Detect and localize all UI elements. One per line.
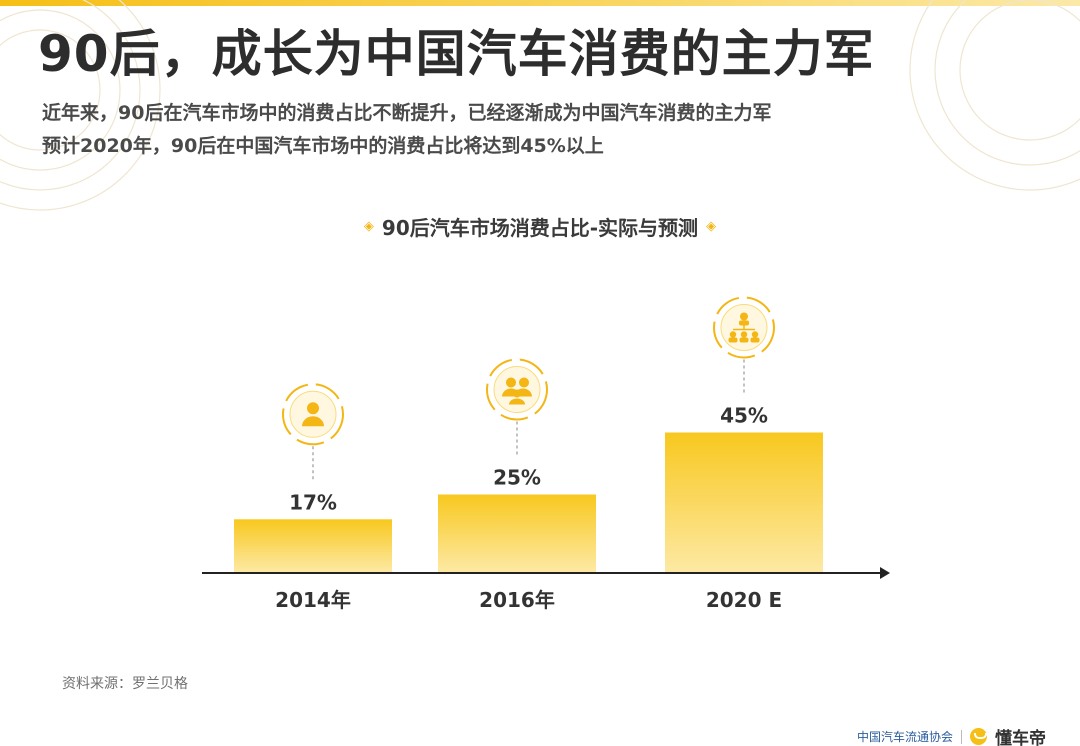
network-icon xyxy=(713,296,775,359)
x-tick-label-0: 2014年 xyxy=(275,588,351,612)
footer-logos: 中国汽车流通协会 懂车帝 xyxy=(857,727,1046,746)
bar-value-label-1: 25% xyxy=(493,466,541,490)
source-note: 资料来源：罗兰贝格 xyxy=(62,676,188,692)
page-title: 90后，成长为中国汽车消费的主力军 xyxy=(38,25,875,83)
chart-title-row: ◈ 90后汽车市场消费占比-实际与预测 ◈ xyxy=(0,210,1080,242)
brand-logo-text: 懂车帝 xyxy=(995,729,1046,746)
bar-value-label-0: 17% xyxy=(289,490,337,514)
chart-title: 90后汽车市场消费占比-实际与预测 xyxy=(381,215,699,240)
bar-1 xyxy=(438,494,596,572)
diamond-right-icon: ◈ xyxy=(706,218,717,234)
bar-2 xyxy=(665,432,823,572)
x-tick-label-1: 2016年 xyxy=(479,588,555,612)
group-icon xyxy=(486,358,548,421)
subtitle-line-1: 近年来，90后在汽车市场中的消费占比不断提升，已经逐渐成为中国汽车消费的主力军 xyxy=(42,102,772,124)
bar-0 xyxy=(234,519,392,572)
association-logo-text: 中国汽车流通协会 xyxy=(856,730,953,744)
top-accent-stripe xyxy=(0,0,1080,6)
x-tick-label-2: 2020 E xyxy=(706,588,782,612)
x-axis-arrow xyxy=(880,567,890,579)
diamond-left-icon: ◈ xyxy=(363,218,374,234)
footer-separator xyxy=(961,729,962,744)
brand-logo-icon xyxy=(970,728,987,745)
person-icon xyxy=(282,383,344,446)
bar-value-label-2: 45% xyxy=(720,404,768,428)
page-subtitle: 近年来，90后在汽车市场中的消费占比不断提升，已经逐渐成为中国汽车消费的主力军 … xyxy=(42,97,771,163)
subtitle-line-2: 预计2020年，90后在中国汽车市场中的消费占比将达到45%以上 xyxy=(42,135,604,157)
